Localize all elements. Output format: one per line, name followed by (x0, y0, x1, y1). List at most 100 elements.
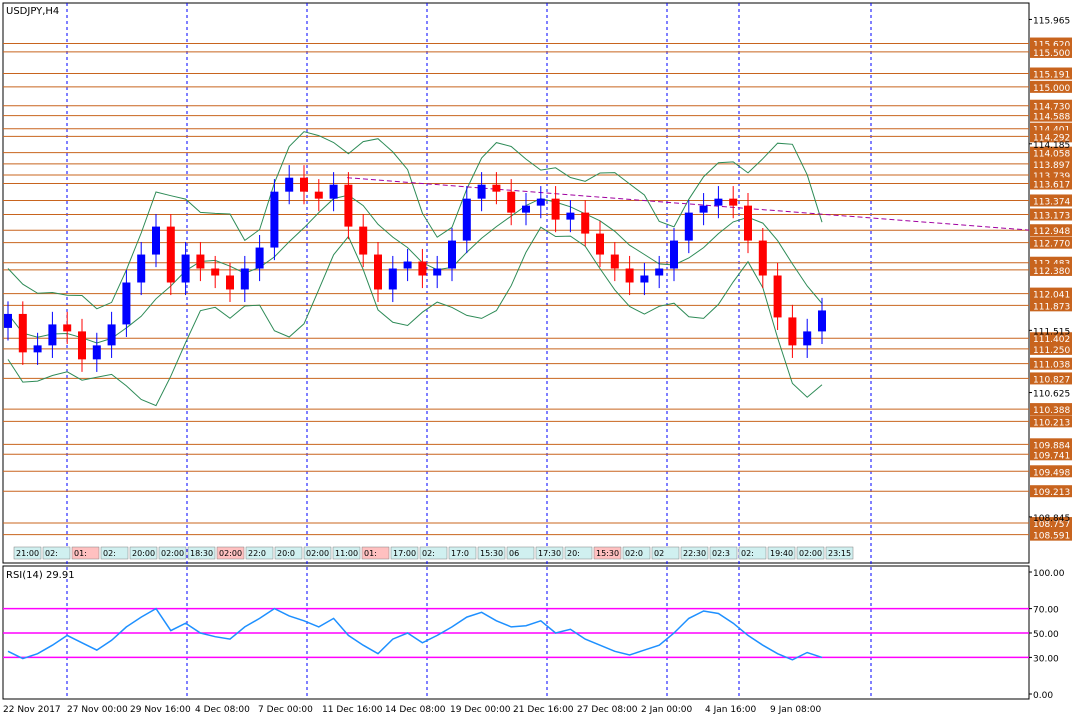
candle-23 (344, 184, 353, 227)
level-tag-28 (1030, 465, 1072, 478)
candle-6 (92, 345, 101, 360)
candle-29 (433, 268, 442, 276)
rsi-title: RSI(14) 29.91 (6, 570, 75, 581)
level-label-13: 113.173 (1033, 212, 1070, 222)
candle-24 (359, 226, 368, 255)
time-label-1: 02: (45, 549, 58, 558)
candle-54 (803, 331, 812, 346)
time-tag-21 (622, 546, 651, 560)
level-tag-2 (1030, 67, 1072, 80)
level-tag-9 (1030, 157, 1072, 170)
candle-33 (492, 184, 501, 192)
x-tick-label-1: 27 Nov 00:00 (67, 705, 128, 715)
time-label-0: 21:00 (16, 549, 39, 558)
candle-10 (152, 226, 160, 255)
candle-51 (758, 240, 767, 276)
x-tick-label-8: 21 Dec 16:00 (513, 705, 574, 715)
time-tag-9 (274, 546, 303, 560)
time-tag-23 (680, 546, 709, 560)
level-tag-12 (1030, 194, 1072, 207)
level-tag-26 (1030, 438, 1072, 451)
level-tag-15 (1030, 236, 1072, 249)
x-tick-label-0: 22 Nov 2017 (3, 705, 61, 715)
time-label-26: 19:40 (770, 549, 793, 558)
time-label-22: 02 (654, 549, 664, 558)
level-label-1: 115.500 (1033, 49, 1070, 59)
level-label-22: 111.038 (1033, 361, 1070, 371)
time-label-8: 22:0 (248, 549, 266, 558)
x-tick-label-11: 4 Jan 16:00 (705, 705, 757, 715)
time-tag-24 (709, 546, 738, 560)
x-tick-label-6: 14 Dec 08:00 (385, 705, 446, 715)
time-label-2: 01: (74, 549, 87, 558)
bollinger-middle-line (7, 194, 823, 344)
level-tag-21 (1030, 342, 1072, 355)
time-tag-3 (100, 546, 129, 560)
candle-43 (640, 275, 649, 283)
candle-13 (196, 254, 205, 269)
time-label-21: 02:0 (625, 549, 643, 558)
time-tag-15 (448, 546, 477, 560)
level-label-8: 114.058 (1033, 150, 1070, 160)
candle-20 (300, 177, 308, 192)
candle-21 (314, 191, 323, 199)
time-tag-8 (245, 546, 274, 560)
x-tick-label-4: 7 Dec 00:00 (258, 705, 313, 715)
level-label-30: 108.757 (1033, 520, 1070, 530)
price-panel (2, 2, 1030, 564)
candle-32 (477, 184, 486, 199)
candle-3 (48, 324, 57, 346)
level-label-27: 109.741 (1033, 451, 1070, 461)
price-tick-label-2: 111.515 (1033, 327, 1070, 337)
x-tick-label-7: 19 Dec 00:00 (450, 705, 511, 715)
level-tag-5 (1030, 109, 1072, 122)
time-label-18: 17:30 (538, 549, 561, 558)
candle-31 (462, 198, 471, 241)
level-tag-30 (1030, 517, 1072, 530)
time-tag-25 (738, 546, 767, 560)
time-label-28: 23:15 (828, 549, 851, 558)
level-label-26: 109.884 (1033, 441, 1070, 451)
level-tag-29 (1030, 485, 1072, 498)
time-label-9: 20:0 (277, 549, 295, 558)
level-label-31: 108.591 (1033, 532, 1070, 542)
candle-9 (137, 254, 146, 283)
level-tag-7 (1030, 130, 1072, 143)
level-label-0: 115.620 (1033, 41, 1070, 51)
level-label-12: 113.374 (1033, 197, 1070, 207)
rsi-tick-label-1: 70.00 (1033, 606, 1059, 616)
candle-22 (329, 184, 338, 199)
rsi-tick-label-4: 0.00 (1033, 691, 1053, 701)
price-chart-title: USDJPY,H4 (6, 6, 59, 17)
time-label-12: 01: (364, 549, 377, 558)
x-tick-label-10: 2 Jan 00:00 (641, 705, 693, 715)
time-label-10: 02:00 (306, 549, 329, 558)
time-tag-1 (42, 546, 71, 560)
time-label-20: 15:30 (596, 549, 619, 558)
candle-44 (655, 268, 664, 276)
price-tick-label-1: 114.185 (1033, 141, 1070, 151)
candle-55 (818, 310, 826, 332)
candle-52 (773, 275, 782, 318)
time-label-19: 20: (567, 549, 580, 558)
time-tag-16 (477, 546, 506, 560)
candle-8 (122, 282, 131, 325)
level-label-23: 110.827 (1033, 375, 1070, 385)
candle-4 (63, 324, 72, 332)
time-label-13: 17:00 (393, 549, 416, 558)
time-tag-17 (506, 546, 535, 560)
candle-34 (507, 191, 516, 213)
level-label-9: 113.897 (1033, 161, 1070, 171)
candle-16 (240, 268, 249, 290)
candle-40 (596, 233, 604, 255)
time-tag-2 (71, 546, 100, 560)
level-label-25: 110.213 (1033, 418, 1070, 428)
time-label-24: 02:3 (712, 549, 730, 558)
level-tag-3 (1030, 80, 1072, 93)
candle-11 (166, 226, 175, 283)
level-label-7: 114.292 (1033, 133, 1070, 143)
x-tick-label-3: 4 Dec 08:00 (195, 705, 250, 715)
candle-46 (684, 212, 693, 241)
candle-39 (581, 212, 590, 234)
